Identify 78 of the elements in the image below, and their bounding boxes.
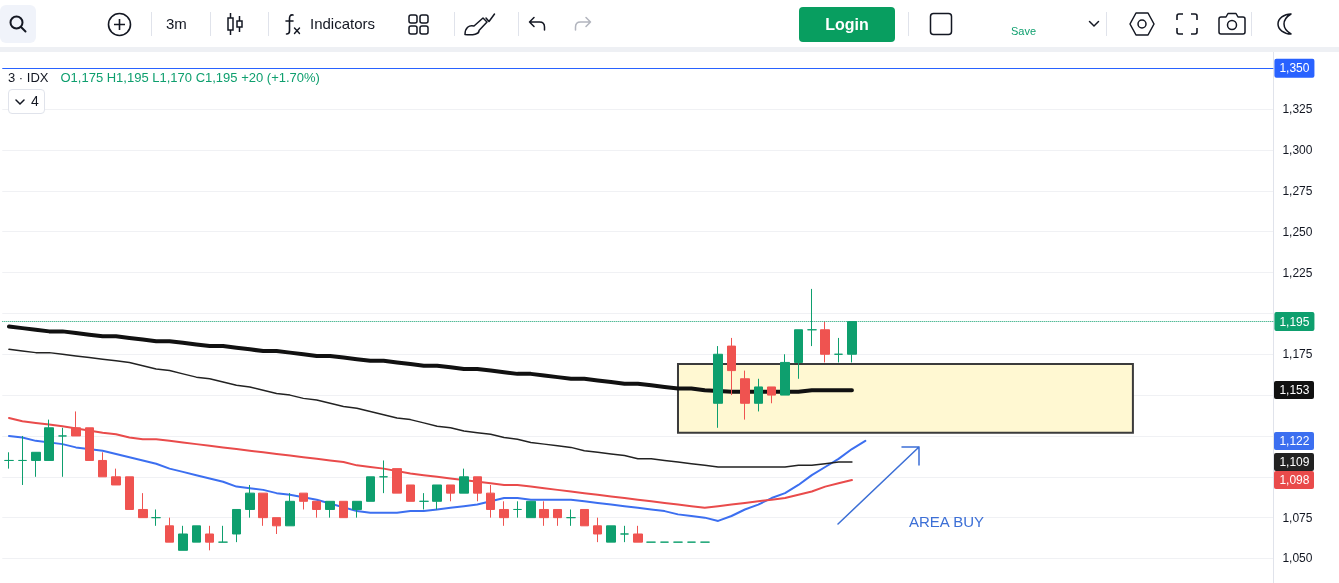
candlestick — [352, 500, 362, 519]
candlestick — [740, 370, 750, 421]
text: 3 · IDX — [8, 70, 49, 85]
candlestick — [232, 508, 241, 543]
text: 1,153 — [1274, 381, 1315, 400]
annotation: O1,175 H1,195 L1,170 C1,195 +20 (+1.70%) — [60, 70, 320, 85]
candlestick — [446, 484, 455, 502]
candlestick — [4, 451, 14, 470]
y-tick-label: 1,075 — [1282, 510, 1313, 525]
candlestick — [754, 378, 763, 412]
candlestick — [85, 427, 94, 461]
candlestick — [218, 525, 228, 543]
candlestick — [794, 329, 803, 380]
y-tick-label: 1,275 — [1282, 183, 1313, 198]
candlestick — [245, 484, 255, 519]
candlestick — [406, 484, 415, 502]
candlestick — [459, 468, 469, 494]
candlestick — [258, 492, 268, 527]
candlestick — [111, 468, 121, 486]
candlestick — [339, 500, 348, 519]
candlestick — [620, 525, 629, 543]
text: 1,122 — [1274, 431, 1315, 450]
candlestick — [419, 492, 429, 510]
y-tick-label: 1,300 — [1282, 143, 1313, 158]
candlestick — [473, 476, 482, 502]
candlestick — [593, 517, 602, 543]
candlestick — [820, 321, 830, 363]
y-tick-label: 1,250 — [1282, 224, 1313, 239]
candlestick — [299, 492, 308, 510]
candlestick — [526, 500, 536, 519]
candlestick — [312, 500, 321, 519]
candlestick — [606, 525, 616, 543]
candlestick — [432, 484, 442, 510]
candlestick — [205, 525, 214, 551]
candlestick — [165, 517, 174, 543]
candlestick — [513, 500, 522, 519]
candlestick — [151, 508, 161, 527]
candlestick — [285, 492, 295, 527]
line-series — [6, 324, 854, 394]
candlestick — [98, 451, 107, 478]
candlestick — [178, 525, 188, 551]
candlestick — [767, 386, 776, 404]
candlestick — [780, 353, 790, 396]
candlestick — [553, 508, 562, 527]
candlestick — [499, 500, 509, 527]
candlestick — [580, 508, 589, 527]
annotation: 4 — [31, 93, 39, 109]
candlestick — [727, 337, 736, 396]
text: AREA BUY — [909, 513, 985, 530]
candlestick — [834, 337, 843, 363]
candlestick — [566, 508, 576, 527]
candlestick — [44, 419, 54, 461]
login-button: Login — [799, 7, 895, 42]
text: 1,098 — [1274, 471, 1315, 490]
candlestick — [366, 476, 375, 502]
candlestick — [713, 345, 723, 429]
ref-line-label: 1,350 — [1279, 61, 1310, 76]
y-tick-label: 1,050 — [1282, 551, 1313, 566]
candlestick — [633, 525, 643, 543]
candlestick — [392, 468, 402, 494]
candlestick — [31, 451, 41, 478]
candlestick — [272, 517, 281, 535]
candlestick — [138, 492, 148, 519]
candlestick — [18, 435, 27, 486]
text: 1,109 — [1274, 453, 1315, 472]
candlestick — [58, 427, 67, 478]
y-tick-label: 1,175 — [1282, 347, 1313, 362]
y-tick-label: 1,225 — [1282, 265, 1313, 280]
candlestick — [325, 500, 335, 519]
candlestick — [125, 476, 134, 510]
ref-line-label: 1,195 — [1279, 314, 1310, 329]
candlestick — [192, 525, 201, 543]
line-series — [8, 348, 853, 468]
y-tick-label: 1,325 — [1282, 102, 1313, 117]
dropdown-button: 4 — [8, 89, 45, 114]
candlestick — [539, 500, 549, 527]
candlestick — [379, 459, 388, 494]
line-series — [7, 434, 867, 522]
